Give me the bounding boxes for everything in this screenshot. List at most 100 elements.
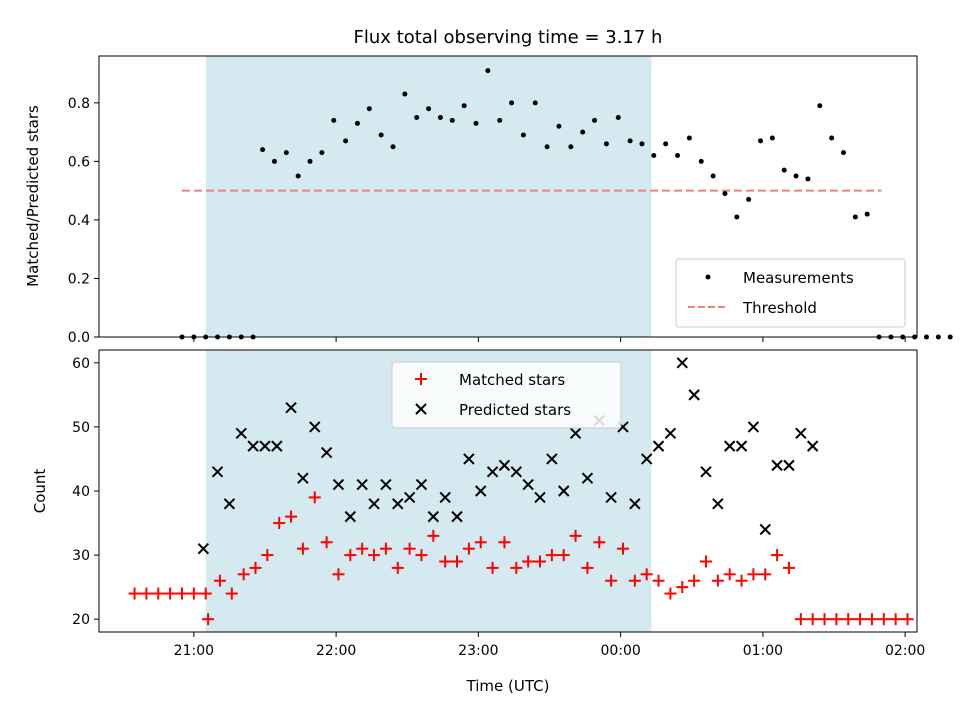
predicted-star-point (344, 510, 357, 523)
predicted-star-point (498, 459, 511, 472)
predicted-star-point (439, 491, 451, 504)
measurement-point (473, 120, 479, 126)
predicted-star-point (640, 453, 653, 465)
predicted-star-point (368, 498, 380, 510)
matched-star-point (261, 549, 274, 562)
matched-star-point (699, 555, 712, 568)
measurement-point (544, 144, 550, 150)
measurement-point (497, 117, 503, 123)
matched-star-point (557, 549, 570, 562)
top-ytick-label: 0.0 (68, 330, 90, 346)
measurement-point (592, 117, 598, 123)
top-legend-frame (675, 258, 906, 328)
predicted-star-point (747, 421, 760, 433)
bottom-xtick-label: 21:00 (174, 643, 214, 659)
predicted-star-point (223, 498, 236, 510)
predicted-star-point (522, 478, 534, 491)
measurement-point (769, 135, 775, 141)
predicted-star-point (486, 466, 499, 478)
measurement-point (319, 150, 325, 156)
matched-star-point (510, 561, 523, 574)
bottom-xtick-label: 02:00 (885, 643, 925, 659)
predicted-star-point (771, 459, 783, 472)
matched-star-point (164, 587, 177, 600)
legend-matched-marker (415, 373, 427, 385)
matched-star-point (308, 491, 321, 504)
predicted-star-point (380, 478, 392, 491)
predicted-star-point (688, 389, 700, 401)
measurement-point (509, 100, 515, 106)
matched-star-point (605, 574, 618, 587)
measurement-point (354, 120, 360, 126)
predicted-star-point (297, 472, 309, 484)
matched-star-point (486, 561, 499, 574)
legend-threshold-label: Threshold (742, 299, 817, 317)
matched-star-point (901, 613, 914, 626)
predicted-star-point (463, 453, 475, 465)
legend-measurements-label: Measurements (743, 269, 854, 287)
matched-star-point (522, 555, 535, 568)
matched-star-point (664, 587, 677, 600)
matched-star-point (877, 613, 890, 626)
measurement-point (805, 176, 811, 182)
measurement-point (580, 129, 586, 135)
measurement-point (520, 132, 526, 138)
matched-star-point (652, 574, 665, 587)
matched-star-point (794, 613, 807, 626)
predicted-star-point (247, 440, 259, 452)
bottom-xtick-label: 01:00 (743, 643, 783, 659)
predicted-star-point (569, 427, 582, 440)
bottom-ytick-label: 20 (72, 612, 90, 628)
matched-star-point (427, 529, 440, 542)
matched-star-point (439, 555, 452, 568)
matched-star-point (889, 613, 902, 626)
measurement-point (449, 117, 455, 123)
measurement-point (343, 138, 349, 144)
matched-star-point (391, 561, 404, 574)
predicted-star-point (285, 401, 297, 414)
top-plot-frame (98, 55, 918, 338)
matched-star-point (616, 542, 629, 555)
measurement-point (663, 141, 669, 147)
matched-star-point (356, 542, 369, 555)
measurement-point (722, 191, 728, 197)
measurement-point (426, 106, 432, 112)
predicted-star-point (475, 485, 487, 497)
measurement-point (307, 158, 313, 164)
top-legend: Measurements Threshold (675, 258, 906, 328)
measurement-point (402, 91, 408, 97)
measurement-point (414, 114, 420, 120)
predicted-star-point (427, 510, 440, 523)
matched-star-point (379, 542, 392, 555)
bottom-xtick-label: 00:00 (600, 643, 640, 659)
matched-star-point (534, 555, 547, 568)
measurement-point (864, 211, 870, 217)
bottom-ytick-label: 50 (72, 420, 90, 436)
bottom-legend-frame (391, 361, 622, 429)
predicted-star-point (356, 478, 368, 491)
top-ylabel: Matched/Predicted stars (24, 105, 42, 287)
predicted-star-point (581, 472, 594, 484)
matched-star-point (451, 555, 464, 568)
measurement-point (556, 123, 562, 129)
matched-star-point (688, 574, 701, 587)
predicted-star-point (759, 523, 771, 536)
matched-star-point (202, 613, 215, 626)
predicted-star-point (652, 440, 665, 452)
measurement-point (260, 147, 266, 153)
measurement-point (366, 106, 372, 112)
top-ytick-label: 0.6 (68, 154, 90, 170)
measurement-point (331, 117, 337, 123)
predicted-star-point (415, 478, 428, 491)
measurement-point (390, 144, 396, 150)
matched-star-point (782, 561, 795, 574)
measurement-point (698, 158, 704, 164)
measurement-point (675, 153, 681, 159)
matched-star-point (771, 549, 784, 562)
measurement-point (568, 144, 574, 150)
measurement-point (793, 173, 799, 179)
matched-star-point (332, 568, 345, 581)
predicted-star-point (605, 491, 617, 504)
matched-star-point (735, 574, 748, 587)
measurement-point (852, 214, 858, 220)
